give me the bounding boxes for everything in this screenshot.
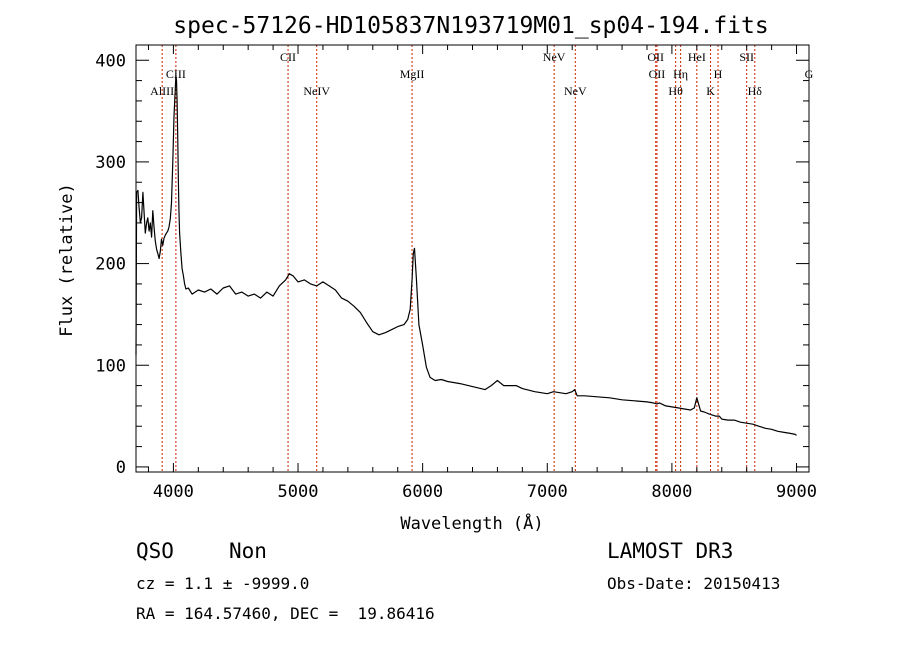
plot-frame: [135, 44, 810, 473]
object-subclass: Non: [229, 539, 267, 563]
redshift-cz: cz = 1.1 ± -9999.0: [136, 574, 310, 593]
observation-date: Obs-Date: 20150413: [607, 574, 781, 593]
line-label-6: NeV: [564, 84, 587, 98]
emission-lines: AlIIICIIICIINeIVMgIINeVNeVOIIOIIHθHηHeIK…: [150, 45, 814, 472]
line-label-15: Hδ: [748, 84, 763, 98]
line-label-12: K: [706, 84, 715, 98]
x-tick-label-4: 8000: [651, 482, 692, 502]
series-line-0: [135, 74, 797, 436]
y-axis-label: Flux (relative): [57, 183, 77, 337]
coordinates: RA = 164.57460, DEC = 19.86416: [136, 604, 435, 623]
y-tick-label-3: 300: [95, 153, 126, 173]
survey-name: LAMOST DR3: [607, 539, 734, 563]
line-label-8: OII: [649, 67, 666, 81]
y-tick-label-4: 400: [95, 51, 126, 71]
line-label-11: HeI: [688, 50, 706, 64]
y-tick-label-0: 0: [116, 458, 126, 478]
line-label-9: Hθ: [668, 84, 683, 98]
x-tick-label-1: 5000: [278, 482, 319, 502]
line-label-2: CII: [280, 50, 296, 64]
series-layer: [135, 74, 797, 436]
line-label-3: NeIV: [303, 84, 330, 98]
x-tick-label-0: 4000: [153, 482, 194, 502]
line-label-7: OII: [647, 50, 664, 64]
x-axis-label: Wavelength (Å): [400, 512, 543, 534]
x-tick-label-5: 9000: [776, 482, 817, 502]
y-tick-label-1: 100: [95, 356, 126, 376]
x-tick-label-2: 6000: [402, 482, 443, 502]
line-label-10: Hη: [673, 67, 688, 81]
y-tick-label-2: 200: [95, 255, 126, 275]
line-label-0: AlIII: [150, 84, 174, 98]
line-label-1: CIII: [166, 67, 186, 81]
x-tick-label-3: 7000: [527, 482, 568, 502]
line-label-4: MgII: [400, 67, 425, 81]
line-label-5: NeV: [543, 50, 566, 64]
axis-ticks: 4000 5000 6000 7000 8000 9000 0 100 200 300 400: [95, 45, 817, 502]
line-label-14: SII: [739, 50, 754, 64]
object-class: QSO: [136, 539, 174, 563]
line-label-13: H: [714, 67, 723, 81]
chart-title: spec-57126-HD105837N193719M01_sp04-194.f…: [173, 13, 768, 39]
